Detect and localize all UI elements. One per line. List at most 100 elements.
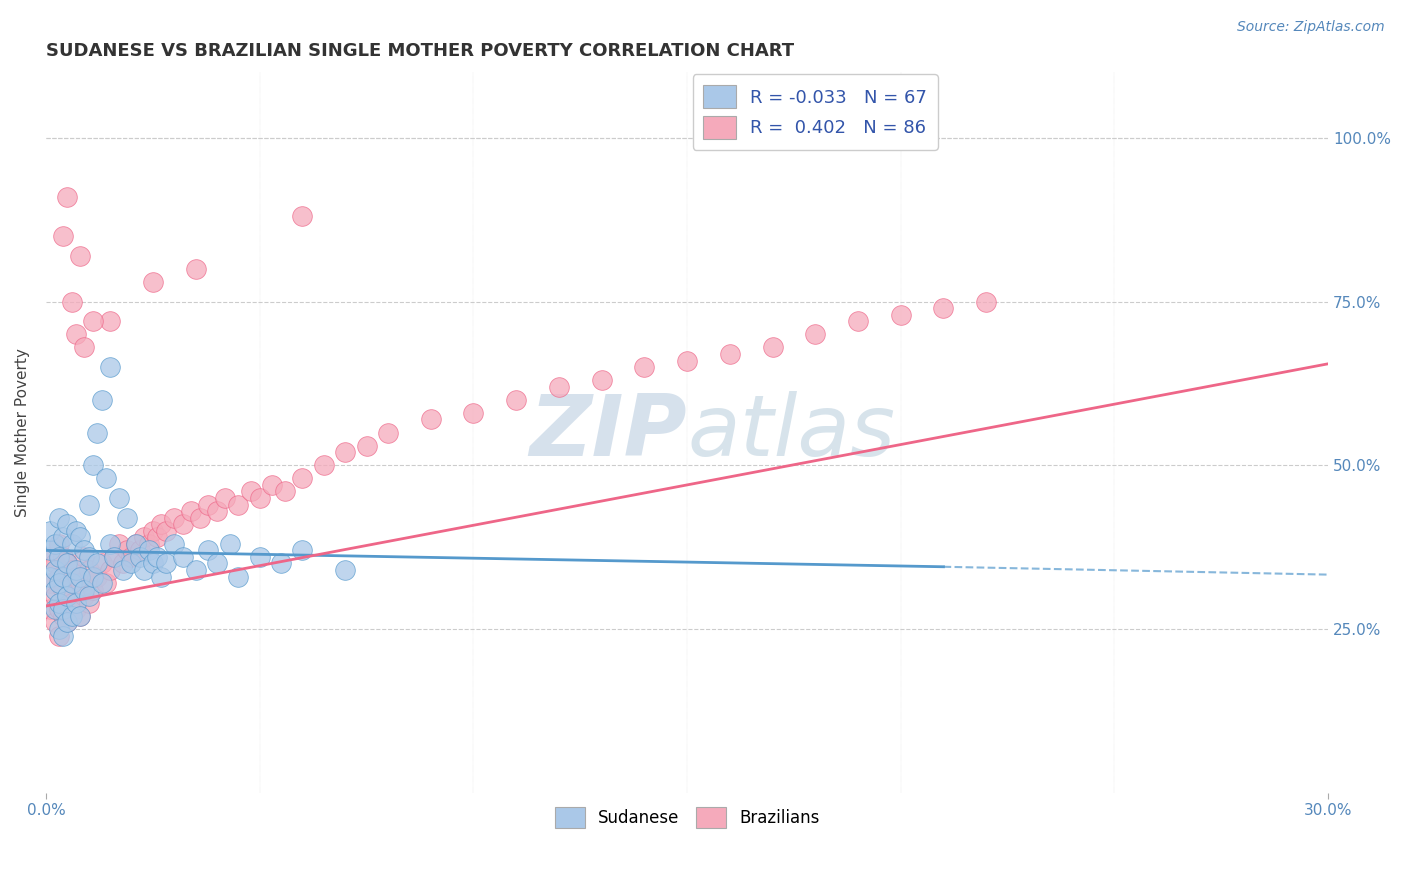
Point [214, 491, 236, 505]
Point [98, 537, 121, 551]
Point [56, 589, 79, 603]
Point [111, 557, 134, 571]
Point [333, 563, 356, 577]
Text: SUDANESE VS BRAZILIAN SINGLE MOTHER POVERTY CORRELATION CHART: SUDANESE VS BRAZILIAN SINGLE MOTHER POVE… [46, 42, 794, 60]
Point [73, 340, 96, 354]
Point [226, 498, 249, 512]
Point [56, 615, 79, 630]
Point [172, 517, 194, 532]
Point [291, 471, 314, 485]
Point [142, 557, 165, 571]
Point [226, 569, 249, 583]
Point [56, 190, 79, 204]
Point [65, 563, 87, 577]
Point [77, 549, 100, 564]
Point [90, 392, 112, 407]
Point [60, 563, 83, 577]
Point [44, 602, 66, 616]
Point [115, 510, 138, 524]
Point [262, 478, 284, 492]
Point [107, 537, 129, 551]
Legend: Sudanese, Brazilians: Sudanese, Brazilians [548, 800, 827, 835]
Point [56, 517, 79, 532]
Point [312, 458, 335, 473]
Point [107, 491, 129, 505]
Point [48, 569, 70, 583]
Point [60, 537, 83, 551]
Text: atlas: atlas [688, 391, 896, 474]
Point [86, 425, 108, 440]
Point [98, 314, 121, 328]
Y-axis label: Single Mother Poverty: Single Mother Poverty [15, 348, 30, 517]
Point [48, 549, 70, 564]
Point [39, 576, 62, 591]
Point [60, 576, 83, 591]
Point [48, 510, 70, 524]
Point [52, 549, 75, 564]
Point [188, 510, 211, 524]
Point [505, 392, 527, 407]
Point [146, 549, 169, 564]
Point [65, 569, 87, 583]
Point [44, 589, 66, 603]
Point [111, 563, 134, 577]
Point [134, 530, 156, 544]
Point [180, 504, 202, 518]
Point [270, 557, 292, 571]
Point [98, 563, 121, 577]
Point [73, 543, 96, 558]
Point [150, 517, 173, 532]
Point [69, 608, 91, 623]
Point [463, 406, 485, 420]
Point [60, 596, 83, 610]
Point [44, 557, 66, 571]
Point [163, 510, 186, 524]
Point [48, 576, 70, 591]
Point [218, 537, 240, 551]
Point [73, 582, 96, 597]
Point [65, 596, 87, 610]
Point [56, 589, 79, 603]
Point [52, 608, 75, 623]
Point [129, 549, 152, 564]
Point [249, 491, 271, 505]
Point [39, 569, 62, 583]
Point [65, 524, 87, 538]
Point [804, 327, 827, 342]
Point [150, 569, 173, 583]
Point [48, 596, 70, 610]
Point [155, 524, 177, 538]
Point [146, 530, 169, 544]
Point [184, 563, 207, 577]
Point [56, 557, 79, 571]
Point [69, 569, 91, 583]
Point [274, 484, 297, 499]
Text: Source: ZipAtlas.com: Source: ZipAtlas.com [1237, 20, 1385, 34]
Point [155, 557, 177, 571]
Point [115, 543, 138, 558]
Point [60, 608, 83, 623]
Point [77, 498, 100, 512]
Point [94, 471, 117, 485]
Point [52, 229, 75, 244]
Point [39, 602, 62, 616]
Point [138, 543, 160, 558]
Point [125, 537, 148, 551]
Point [890, 308, 912, 322]
Point [333, 445, 356, 459]
Point [197, 498, 219, 512]
Point [205, 504, 228, 518]
Point [633, 360, 655, 375]
Point [291, 543, 314, 558]
Point [69, 249, 91, 263]
Point [52, 628, 75, 642]
Point [591, 373, 613, 387]
Point [69, 608, 91, 623]
Point [291, 210, 314, 224]
Text: ZIP: ZIP [530, 391, 688, 474]
Point [172, 549, 194, 564]
Point [142, 524, 165, 538]
Point [98, 360, 121, 375]
Point [48, 537, 70, 551]
Point [94, 576, 117, 591]
